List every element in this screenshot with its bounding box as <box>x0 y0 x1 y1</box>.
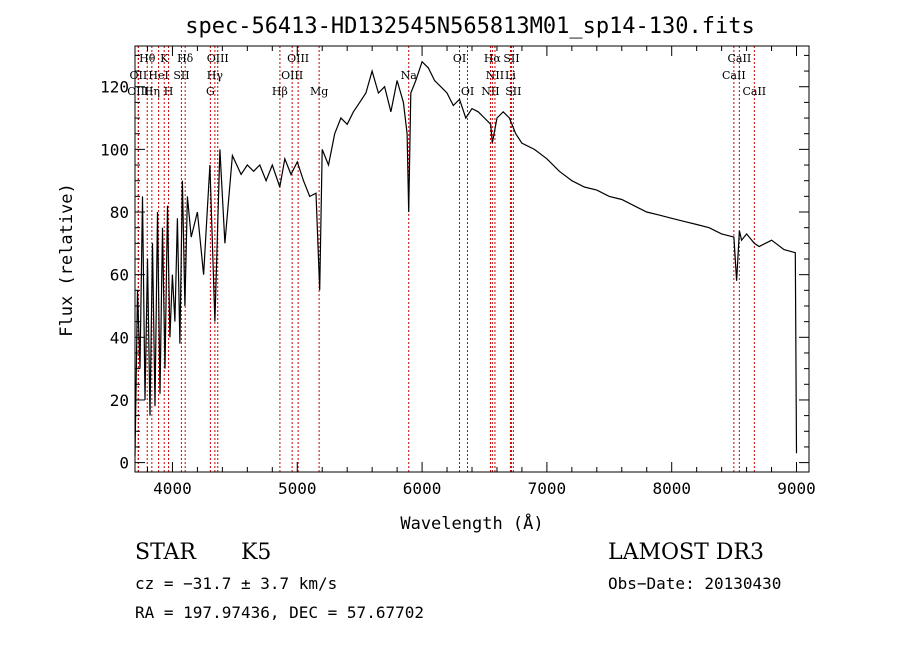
x-tick-label: 5000 <box>278 479 317 498</box>
spectral-line-labels: Hθ OII OIII K Hη HeI Hδ SII H OIII Hγ G Hβ OIII OIII Mg… <box>127 52 766 98</box>
x-tick-label: 7000 <box>528 479 567 498</box>
line-label: K <box>160 52 169 65</box>
line-label: HeI <box>148 69 168 82</box>
line-label: NII <box>481 85 499 98</box>
line-label: Hη <box>144 85 160 98</box>
line-label: OIII <box>127 85 149 98</box>
spectrum-series-line <box>134 60 798 457</box>
line-label: G <box>206 85 215 98</box>
y-axis-ticks: 0 20 40 60 80 100 120 <box>100 54 809 473</box>
spectral-line-markers <box>137 46 755 472</box>
line-label: OIII <box>207 52 229 65</box>
line-label: H <box>164 85 174 98</box>
chart-title: spec-56413-HD132545N565813M01_sp14-130.f… <box>185 14 755 39</box>
redshift-velocity: cz = −31.7 ± 3.7 km/s <box>135 574 338 593</box>
y-axis-label: Flux (relative) <box>57 183 77 337</box>
line-label: Na <box>401 69 418 82</box>
y-tick-label: 40 <box>110 328 129 347</box>
line-label: SII <box>503 52 519 65</box>
plot-frame <box>134 45 810 473</box>
x-tick-label: 8000 <box>652 479 691 498</box>
line-label: CaII <box>722 69 746 82</box>
line-label: OI <box>461 85 474 98</box>
line-label: OII <box>130 69 148 82</box>
x-axis-label: Wavelength (Å) <box>400 512 543 534</box>
y-tick-label: 0 <box>119 454 129 473</box>
line-label: Hβ <box>272 85 288 98</box>
line-label: Hα <box>484 52 502 65</box>
x-axis-ticks: 4000 5000 6000 7000 8000 9000 <box>146 46 816 498</box>
line-label: NII <box>486 69 504 82</box>
line-label: Hδ <box>177 52 194 65</box>
line-label: SII <box>173 69 189 82</box>
line-label: Li <box>505 69 516 82</box>
subclass: K5 <box>241 540 272 565</box>
line-label: OIII <box>287 52 309 65</box>
line-label: Hθ <box>139 52 156 65</box>
object-type: STAR <box>135 540 196 565</box>
y-tick-label: 100 <box>100 140 129 159</box>
y-tick-label: 80 <box>110 203 129 222</box>
line-label: CaII <box>728 52 752 65</box>
y-tick-label: 60 <box>110 266 129 285</box>
line-label: OI <box>453 52 466 65</box>
survey-name: LAMOST DR3 <box>608 540 764 565</box>
line-label: SII <box>505 85 521 98</box>
x-tick-label: 9000 <box>777 479 816 498</box>
line-label: Mg <box>310 85 328 98</box>
x-tick-label: 4000 <box>153 479 192 498</box>
line-label: Hγ <box>207 69 224 82</box>
line-label: OIII <box>281 69 303 82</box>
line-label: CaII <box>742 85 766 98</box>
y-tick-label: 120 <box>100 78 129 97</box>
coordinates: RA = 197.97436, DEC = 57.67702 <box>135 603 424 622</box>
x-tick-label: 6000 <box>403 479 442 498</box>
y-tick-label: 20 <box>110 391 129 410</box>
observation-date: Obs−Date: 20130430 <box>608 574 782 593</box>
